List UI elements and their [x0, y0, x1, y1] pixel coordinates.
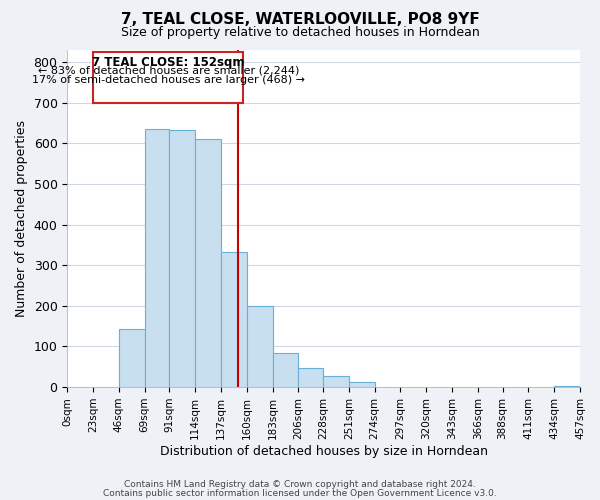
- Text: Size of property relative to detached houses in Horndean: Size of property relative to detached ho…: [121, 26, 479, 39]
- Text: 7 TEAL CLOSE: 152sqm: 7 TEAL CLOSE: 152sqm: [92, 56, 245, 69]
- Bar: [554, 386, 580, 387]
- Bar: [145, 129, 169, 387]
- Y-axis label: Number of detached properties: Number of detached properties: [15, 120, 28, 317]
- Bar: [247, 306, 272, 387]
- Bar: [221, 252, 247, 387]
- Bar: [169, 130, 195, 387]
- Text: 17% of semi-detached houses are larger (468) →: 17% of semi-detached houses are larger (…: [32, 75, 305, 85]
- Bar: [349, 382, 374, 387]
- X-axis label: Distribution of detached houses by size in Horndean: Distribution of detached houses by size …: [160, 444, 488, 458]
- Text: 7, TEAL CLOSE, WATERLOOVILLE, PO8 9YF: 7, TEAL CLOSE, WATERLOOVILLE, PO8 9YF: [121, 12, 479, 28]
- Bar: [272, 354, 298, 387]
- Text: ← 83% of detached houses are smaller (2,244): ← 83% of detached houses are smaller (2,…: [38, 66, 299, 76]
- Bar: [195, 140, 221, 387]
- Bar: [298, 368, 323, 387]
- Text: Contains HM Land Registry data © Crown copyright and database right 2024.: Contains HM Land Registry data © Crown c…: [124, 480, 476, 489]
- Bar: [119, 330, 145, 387]
- Bar: [323, 376, 349, 387]
- FancyBboxPatch shape: [93, 52, 244, 103]
- Text: Contains public sector information licensed under the Open Government Licence v3: Contains public sector information licen…: [103, 488, 497, 498]
